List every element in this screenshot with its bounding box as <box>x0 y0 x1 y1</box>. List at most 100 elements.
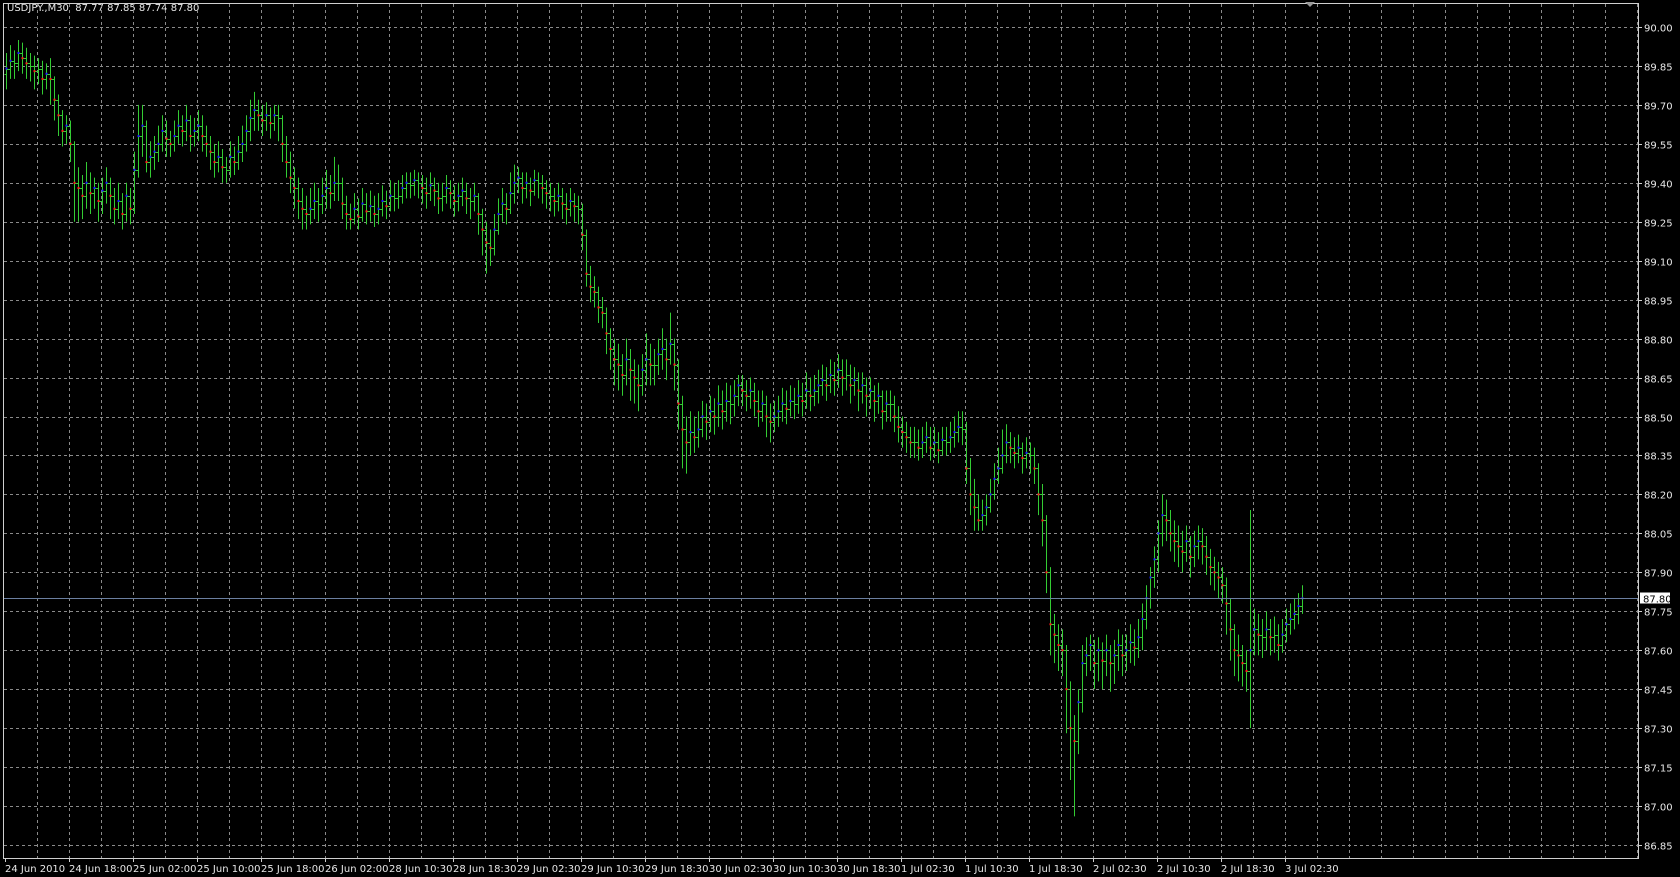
ohlc-bar <box>60 110 65 147</box>
ohlc-bar <box>664 338 669 381</box>
ohlc-bar <box>280 115 285 163</box>
up-marker <box>1149 576 1152 579</box>
ohlc-bar <box>576 195 581 225</box>
up-marker <box>1197 540 1200 543</box>
time-axis[interactable]: 24 Jun 2010 24 Jun 18:00 25 Jun 02:00 25 Ju… <box>5 858 1339 875</box>
ohlc-bar <box>300 187 305 230</box>
up-marker <box>493 228 496 231</box>
ohlc-bar <box>640 354 645 396</box>
ohlc-bar <box>104 167 109 204</box>
ohlc-bar <box>832 361 837 396</box>
up-marker <box>921 441 924 444</box>
ohlc-bar <box>148 141 153 178</box>
up-marker <box>9 59 12 62</box>
up-marker <box>313 199 316 202</box>
price-tick-label: 89.25 <box>1644 219 1673 230</box>
ohlc-bar <box>612 338 617 386</box>
price-axis[interactable]: 90.00 89.85 89.70 89.55 89.40 89.25 89.10 88.95… <box>1638 24 1673 853</box>
ohlc-bar <box>884 390 889 422</box>
ohlc-bar <box>336 164 341 201</box>
ohlc-bar <box>656 338 661 375</box>
ohlc-bar <box>1132 629 1137 666</box>
up-marker <box>1185 540 1188 543</box>
up-marker <box>805 389 808 392</box>
ohlc-bar <box>512 164 517 204</box>
ohlc-bar <box>1164 499 1169 542</box>
chart-shift-marker[interactable] <box>1305 2 1315 7</box>
ohlc-bar <box>44 63 49 90</box>
time-tick-label: 1 Jul 18:30 <box>1029 864 1083 875</box>
ohlc-bar <box>608 328 613 370</box>
time-tick-label: 1 Jul 02:30 <box>901 864 955 875</box>
down-marker <box>1093 662 1096 665</box>
ohlc-bar <box>748 377 753 409</box>
ohlc-bar <box>52 76 57 121</box>
time-tick-label: 28 Jun 18:30 <box>453 864 517 875</box>
up-marker <box>273 114 276 117</box>
ohlc-bar <box>816 369 821 404</box>
ohlc-bar <box>116 182 121 220</box>
down-marker <box>1201 545 1204 548</box>
ohlc-bar <box>652 348 657 386</box>
up-marker <box>957 425 960 428</box>
ohlc-bar <box>340 177 345 220</box>
up-marker <box>697 428 700 431</box>
up-marker <box>457 194 460 197</box>
down-marker <box>753 399 756 402</box>
ohlc-bar <box>1148 567 1153 609</box>
price-tick-label: 87.60 <box>1644 647 1673 658</box>
ohlc-bar <box>1228 598 1233 661</box>
down-marker <box>973 506 976 509</box>
ohlc-bar <box>928 426 933 461</box>
down-marker <box>489 246 492 249</box>
up-marker <box>657 353 660 356</box>
ohlc-bar <box>440 182 445 212</box>
up-marker <box>101 189 104 192</box>
up-marker <box>253 109 256 112</box>
ohlc-bar <box>556 182 561 212</box>
ohlc-bar <box>164 120 169 157</box>
ohlc-bar <box>1152 546 1157 588</box>
ohlc-bar <box>404 172 409 199</box>
ohlc-bar <box>792 387 797 420</box>
ohlc-bar <box>644 333 649 386</box>
up-marker <box>45 72 48 75</box>
down-marker <box>421 186 424 189</box>
down-marker <box>1037 493 1040 496</box>
down-marker <box>1041 519 1044 522</box>
up-marker <box>105 181 108 184</box>
down-marker <box>685 441 688 444</box>
down-marker <box>113 207 116 210</box>
ohlc-bar <box>1064 645 1069 734</box>
price-tick-label: 88.50 <box>1644 414 1673 425</box>
up-marker <box>133 168 136 171</box>
down-marker <box>89 192 92 195</box>
down-marker <box>1121 654 1124 657</box>
ohlc-bar <box>444 175 449 204</box>
down-marker <box>909 441 912 444</box>
ohlc-bar <box>484 221 489 274</box>
ohlc-bar <box>308 187 313 225</box>
up-marker <box>229 155 232 158</box>
ohlc-bar <box>960 411 965 446</box>
down-marker <box>97 199 100 202</box>
down-marker <box>213 161 216 164</box>
ohlc-bar <box>700 400 705 438</box>
ohlc-bar <box>192 117 197 147</box>
down-marker <box>757 410 760 413</box>
down-marker <box>1237 654 1240 657</box>
ohlc-bar <box>932 426 937 459</box>
down-marker <box>1245 669 1248 672</box>
ohlc-bar <box>416 172 421 199</box>
ohlc-bar <box>464 182 469 214</box>
ohlc-bar <box>696 411 701 448</box>
ohlc-bar <box>196 110 201 142</box>
up-marker <box>797 394 800 397</box>
down-marker <box>297 199 300 202</box>
ohlc-bar <box>32 55 37 90</box>
up-marker <box>517 176 520 179</box>
ohlc-bar <box>112 187 117 225</box>
down-marker <box>385 205 388 208</box>
ohlc-bar <box>228 141 233 178</box>
